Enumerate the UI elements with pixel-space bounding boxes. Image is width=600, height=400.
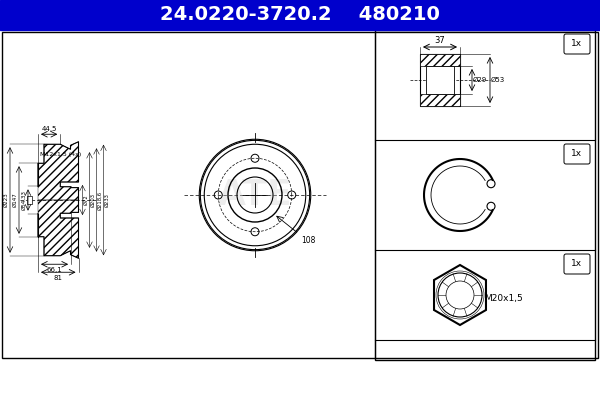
Bar: [426, 66, 454, 94]
Bar: [420, 54, 460, 106]
Text: Ø54,33: Ø54,33: [22, 190, 27, 210]
Text: Ø233: Ø233: [104, 193, 110, 207]
Polygon shape: [434, 265, 486, 325]
Bar: [420, 94, 460, 106]
Text: 1x: 1x: [571, 40, 583, 48]
Text: 66,1: 66,1: [47, 267, 62, 273]
Bar: [375, 30, 595, 360]
Bar: [0, 0, 600, 30]
Text: ATE: ATE: [218, 178, 292, 212]
Text: Ø53: Ø53: [491, 77, 505, 83]
Text: 1x: 1x: [571, 260, 583, 268]
Text: 37: 37: [434, 36, 445, 45]
Text: 108: 108: [301, 236, 315, 245]
Text: M12x1,5 (4x): M12x1,5 (4x): [40, 152, 81, 157]
Text: 24.0220-3720.2    480210: 24.0220-3720.2 480210: [160, 6, 440, 24]
Text: 44,5: 44,5: [41, 126, 57, 132]
Text: M20x1,5: M20x1,5: [484, 294, 523, 304]
Text: 1x: 1x: [571, 150, 583, 158]
Bar: [2, 32, 598, 358]
Bar: [420, 54, 460, 66]
Text: 81: 81: [54, 275, 63, 281]
Text: Ø29: Ø29: [473, 77, 487, 83]
Text: Ø203: Ø203: [91, 193, 95, 207]
Text: Ø218,6: Ø218,6: [97, 190, 103, 210]
Circle shape: [446, 281, 474, 309]
Text: Ø72: Ø72: [83, 195, 89, 205]
Text: Ø147: Ø147: [13, 193, 18, 207]
Text: Ø223: Ø223: [4, 193, 9, 207]
Bar: [27, 196, 32, 204]
